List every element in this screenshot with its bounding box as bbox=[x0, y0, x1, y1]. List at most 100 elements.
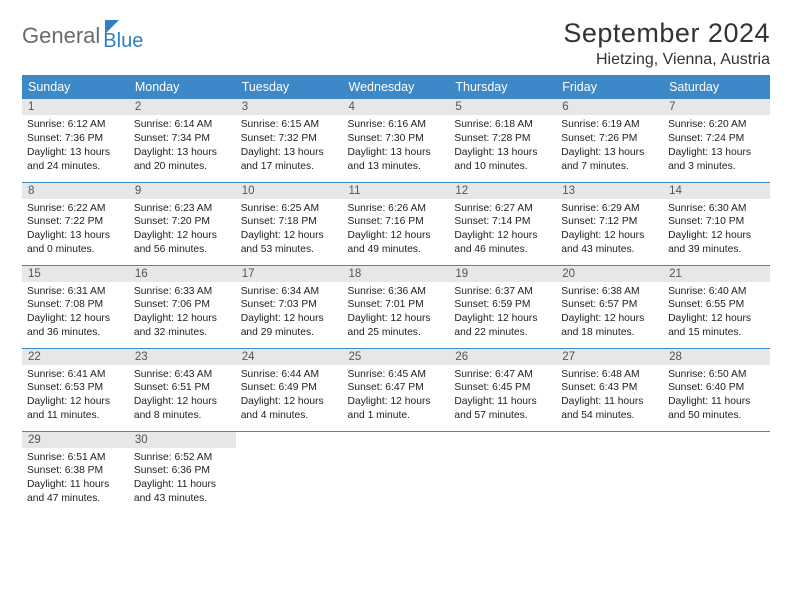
day-details: Sunrise: 6:50 AMSunset: 6:40 PMDaylight:… bbox=[663, 365, 770, 427]
calendar-table: SundayMondayTuesdayWednesdayThursdayFrid… bbox=[22, 75, 770, 514]
day-number: 5 bbox=[449, 99, 556, 115]
calendar-cell: 29Sunrise: 6:51 AMSunset: 6:38 PMDayligh… bbox=[22, 431, 129, 514]
calendar-cell: 17Sunrise: 6:34 AMSunset: 7:03 PMDayligh… bbox=[236, 265, 343, 348]
day-number: 11 bbox=[343, 183, 450, 199]
sunset-text: Sunset: 6:36 PM bbox=[134, 464, 231, 478]
sunrise-text: Sunrise: 6:30 AM bbox=[668, 202, 765, 216]
day-details: Sunrise: 6:19 AMSunset: 7:26 PMDaylight:… bbox=[556, 115, 663, 177]
sunset-text: Sunset: 6:43 PM bbox=[561, 381, 658, 395]
day-number: 9 bbox=[129, 183, 236, 199]
daylight-text-2: and 32 minutes. bbox=[134, 326, 231, 340]
calendar-cell: 13Sunrise: 6:29 AMSunset: 7:12 PMDayligh… bbox=[556, 182, 663, 265]
daylight-text-1: Daylight: 12 hours bbox=[348, 229, 445, 243]
sunrise-text: Sunrise: 6:41 AM bbox=[27, 368, 124, 382]
sunset-text: Sunset: 6:57 PM bbox=[561, 298, 658, 312]
calendar-cell: 15Sunrise: 6:31 AMSunset: 7:08 PMDayligh… bbox=[22, 265, 129, 348]
calendar-cell bbox=[663, 431, 770, 514]
daylight-text-1: Daylight: 12 hours bbox=[134, 229, 231, 243]
calendar-week: 15Sunrise: 6:31 AMSunset: 7:08 PMDayligh… bbox=[22, 265, 770, 348]
daylight-text-1: Daylight: 12 hours bbox=[454, 229, 551, 243]
daylight-text-1: Daylight: 12 hours bbox=[348, 395, 445, 409]
daylight-text-1: Daylight: 12 hours bbox=[561, 229, 658, 243]
calendar-cell: 2Sunrise: 6:14 AMSunset: 7:34 PMDaylight… bbox=[129, 99, 236, 182]
sunset-text: Sunset: 7:34 PM bbox=[134, 132, 231, 146]
daylight-text-1: Daylight: 13 hours bbox=[241, 146, 338, 160]
sunset-text: Sunset: 7:01 PM bbox=[348, 298, 445, 312]
sunrise-text: Sunrise: 6:14 AM bbox=[134, 118, 231, 132]
day-number: 18 bbox=[343, 266, 450, 282]
day-details: Sunrise: 6:33 AMSunset: 7:06 PMDaylight:… bbox=[129, 282, 236, 344]
day-number: 19 bbox=[449, 266, 556, 282]
daylight-text-2: and 4 minutes. bbox=[241, 409, 338, 423]
sunset-text: Sunset: 7:24 PM bbox=[668, 132, 765, 146]
daylight-text-1: Daylight: 12 hours bbox=[241, 229, 338, 243]
daylight-text-1: Daylight: 12 hours bbox=[27, 395, 124, 409]
daylight-text-2: and 22 minutes. bbox=[454, 326, 551, 340]
daylight-text-2: and 50 minutes. bbox=[668, 409, 765, 423]
sunset-text: Sunset: 6:49 PM bbox=[241, 381, 338, 395]
sunrise-text: Sunrise: 6:36 AM bbox=[348, 285, 445, 299]
daylight-text-2: and 15 minutes. bbox=[668, 326, 765, 340]
day-details: Sunrise: 6:45 AMSunset: 6:47 PMDaylight:… bbox=[343, 365, 450, 427]
day-details: Sunrise: 6:15 AMSunset: 7:32 PMDaylight:… bbox=[236, 115, 343, 177]
day-number: 14 bbox=[663, 183, 770, 199]
daylight-text-2: and 43 minutes. bbox=[134, 492, 231, 506]
calendar-cell: 8Sunrise: 6:22 AMSunset: 7:22 PMDaylight… bbox=[22, 182, 129, 265]
day-number: 24 bbox=[236, 349, 343, 365]
sunset-text: Sunset: 7:16 PM bbox=[348, 215, 445, 229]
day-details: Sunrise: 6:23 AMSunset: 7:20 PMDaylight:… bbox=[129, 199, 236, 261]
day-details: Sunrise: 6:44 AMSunset: 6:49 PMDaylight:… bbox=[236, 365, 343, 427]
calendar-cell: 24Sunrise: 6:44 AMSunset: 6:49 PMDayligh… bbox=[236, 348, 343, 431]
daylight-text-1: Daylight: 12 hours bbox=[348, 312, 445, 326]
daylight-text-1: Daylight: 11 hours bbox=[27, 478, 124, 492]
calendar-cell: 1Sunrise: 6:12 AMSunset: 7:36 PMDaylight… bbox=[22, 99, 129, 182]
calendar-head: SundayMondayTuesdayWednesdayThursdayFrid… bbox=[22, 75, 770, 99]
daylight-text-2: and 0 minutes. bbox=[27, 243, 124, 257]
calendar-cell: 14Sunrise: 6:30 AMSunset: 7:10 PMDayligh… bbox=[663, 182, 770, 265]
sunset-text: Sunset: 7:30 PM bbox=[348, 132, 445, 146]
daylight-text-2: and 56 minutes. bbox=[134, 243, 231, 257]
calendar-cell bbox=[556, 431, 663, 514]
sunrise-text: Sunrise: 6:33 AM bbox=[134, 285, 231, 299]
daylight-text-2: and 20 minutes. bbox=[134, 160, 231, 174]
sunrise-text: Sunrise: 6:50 AM bbox=[668, 368, 765, 382]
sunset-text: Sunset: 7:36 PM bbox=[27, 132, 124, 146]
calendar-cell bbox=[343, 431, 450, 514]
weekday-header: Saturday bbox=[663, 75, 770, 99]
daylight-text-2: and 29 minutes. bbox=[241, 326, 338, 340]
day-details: Sunrise: 6:27 AMSunset: 7:14 PMDaylight:… bbox=[449, 199, 556, 261]
calendar-cell: 11 Sunrise: 6:26 AMSunset: 7:16 PMDayligh… bbox=[343, 182, 450, 265]
calendar-cell bbox=[449, 431, 556, 514]
daylight-text-2: and 18 minutes. bbox=[561, 326, 658, 340]
sunrise-text: Sunrise: 6:23 AM bbox=[134, 202, 231, 216]
daylight-text-2: and 25 minutes. bbox=[348, 326, 445, 340]
daylight-text-1: Daylight: 12 hours bbox=[241, 312, 338, 326]
calendar-cell: 16Sunrise: 6:33 AMSunset: 7:06 PMDayligh… bbox=[129, 265, 236, 348]
sunrise-text: Sunrise: 6:31 AM bbox=[27, 285, 124, 299]
day-number: 20 bbox=[556, 266, 663, 282]
sunset-text: Sunset: 7:08 PM bbox=[27, 298, 124, 312]
day-number: 6 bbox=[556, 99, 663, 115]
daylight-text-1: Daylight: 11 hours bbox=[668, 395, 765, 409]
sunrise-text: Sunrise: 6:26 AM bbox=[348, 202, 445, 216]
day-details: Sunrise: 6:30 AMSunset: 7:10 PMDaylight:… bbox=[663, 199, 770, 261]
daylight-text-2: and 10 minutes. bbox=[454, 160, 551, 174]
calendar-cell: 23Sunrise: 6:43 AMSunset: 6:51 PMDayligh… bbox=[129, 348, 236, 431]
day-number: 8 bbox=[22, 183, 129, 199]
day-number: 16 bbox=[129, 266, 236, 282]
day-details: Sunrise: 6:20 AMSunset: 7:24 PMDaylight:… bbox=[663, 115, 770, 177]
day-number: 12 bbox=[449, 183, 556, 199]
sunrise-text: Sunrise: 6:15 AM bbox=[241, 118, 338, 132]
logo-text-general: General bbox=[22, 23, 100, 49]
daylight-text-2: and 43 minutes. bbox=[561, 243, 658, 257]
calendar-cell: 6Sunrise: 6:19 AMSunset: 7:26 PMDaylight… bbox=[556, 99, 663, 182]
sunrise-text: Sunrise: 6:47 AM bbox=[454, 368, 551, 382]
sunset-text: Sunset: 7:18 PM bbox=[241, 215, 338, 229]
sunset-text: Sunset: 6:38 PM bbox=[27, 464, 124, 478]
header: General Blue September 2024 Hietzing, Vi… bbox=[22, 18, 770, 69]
day-number: 27 bbox=[556, 349, 663, 365]
daylight-text-2: and 57 minutes. bbox=[454, 409, 551, 423]
day-details: Sunrise: 6:12 AMSunset: 7:36 PMDaylight:… bbox=[22, 115, 129, 177]
day-details: Sunrise: 6:25 AMSunset: 7:18 PMDaylight:… bbox=[236, 199, 343, 261]
daylight-text-1: Daylight: 13 hours bbox=[454, 146, 551, 160]
